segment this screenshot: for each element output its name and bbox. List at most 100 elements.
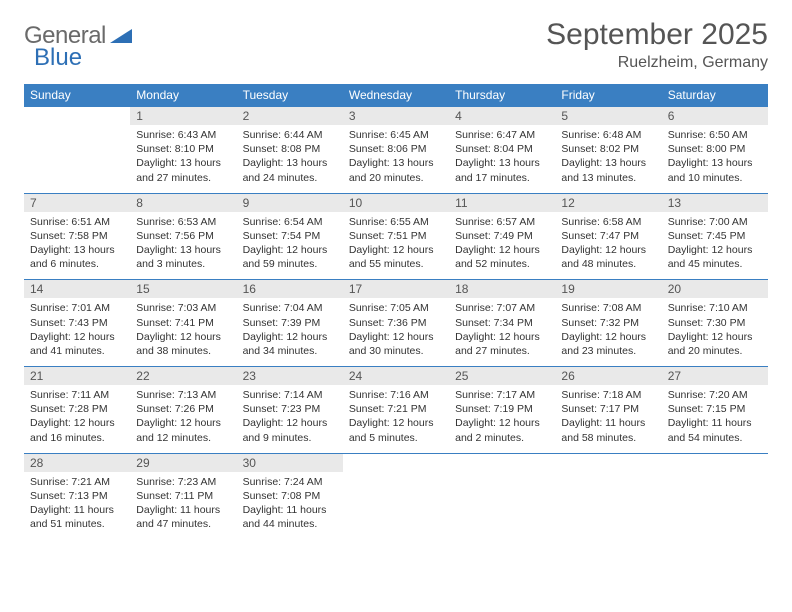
calendar-cell — [24, 107, 130, 194]
calendar-cell: 9Sunrise: 6:54 AMSunset: 7:54 PMDaylight… — [237, 193, 343, 280]
daylight-line-1: Daylight: 12 hours — [455, 330, 549, 344]
day-data: Sunrise: 7:24 AMSunset: 7:08 PMDaylight:… — [237, 472, 343, 540]
day-number: 12 — [555, 194, 661, 212]
sunrise: Sunrise: 7:00 AM — [668, 215, 762, 229]
daylight-line-2: and 59 minutes. — [243, 257, 337, 271]
calendar-cell: 5Sunrise: 6:48 AMSunset: 8:02 PMDaylight… — [555, 107, 661, 194]
daylight-line-1: Daylight: 13 hours — [349, 156, 443, 170]
daylight-line-1: Daylight: 13 hours — [668, 156, 762, 170]
day-number: 23 — [237, 367, 343, 385]
daylight-line-2: and 27 minutes. — [136, 171, 230, 185]
daylight-line-2: and 12 minutes. — [136, 431, 230, 445]
title-block: September 2025 Ruelzheim, Germany — [546, 18, 768, 72]
day-number: 15 — [130, 280, 236, 298]
weekday-header: Monday — [130, 84, 236, 107]
daylight-line-1: Daylight: 13 hours — [136, 156, 230, 170]
calendar-row: 21Sunrise: 7:11 AMSunset: 7:28 PMDayligh… — [24, 367, 768, 454]
daylight-line-1: Daylight: 12 hours — [561, 330, 655, 344]
daylight-line-1: Daylight: 12 hours — [30, 416, 124, 430]
sunrise: Sunrise: 6:48 AM — [561, 128, 655, 142]
sunset: Sunset: 7:49 PM — [455, 229, 549, 243]
day-number: 6 — [662, 107, 768, 125]
daylight-line-1: Daylight: 13 hours — [30, 243, 124, 257]
sunset: Sunset: 7:43 PM — [30, 316, 124, 330]
daylight-line-1: Daylight: 12 hours — [561, 243, 655, 257]
weekday-header-row: SundayMondayTuesdayWednesdayThursdayFrid… — [24, 84, 768, 107]
sunrise: Sunrise: 6:55 AM — [349, 215, 443, 229]
sunrise: Sunrise: 7:18 AM — [561, 388, 655, 402]
daylight-line-2: and 52 minutes. — [455, 257, 549, 271]
daylight-line-1: Daylight: 12 hours — [455, 416, 549, 430]
day-number: 22 — [130, 367, 236, 385]
sunrise: Sunrise: 7:11 AM — [30, 388, 124, 402]
day-data: Sunrise: 7:16 AMSunset: 7:21 PMDaylight:… — [343, 385, 449, 453]
daylight-line-2: and 27 minutes. — [455, 344, 549, 358]
calendar-cell — [449, 453, 555, 539]
daylight-line-2: and 2 minutes. — [455, 431, 549, 445]
sunset: Sunset: 7:56 PM — [136, 229, 230, 243]
daylight-line-2: and 20 minutes. — [668, 344, 762, 358]
day-data: Sunrise: 7:01 AMSunset: 7:43 PMDaylight:… — [24, 298, 130, 366]
sunrise: Sunrise: 6:45 AM — [349, 128, 443, 142]
sunset: Sunset: 7:15 PM — [668, 402, 762, 416]
day-number: 4 — [449, 107, 555, 125]
sunrise: Sunrise: 7:10 AM — [668, 301, 762, 315]
sunset: Sunset: 7:28 PM — [30, 402, 124, 416]
daylight-line-2: and 5 minutes. — [349, 431, 443, 445]
day-number: 24 — [343, 367, 449, 385]
day-number — [555, 454, 661, 472]
sunrise: Sunrise: 6:58 AM — [561, 215, 655, 229]
sunset: Sunset: 7:08 PM — [243, 489, 337, 503]
calendar-table: SundayMondayTuesdayWednesdayThursdayFrid… — [24, 84, 768, 539]
calendar-cell: 26Sunrise: 7:18 AMSunset: 7:17 PMDayligh… — [555, 367, 661, 454]
calendar-cell: 8Sunrise: 6:53 AMSunset: 7:56 PMDaylight… — [130, 193, 236, 280]
calendar-cell — [662, 453, 768, 539]
daylight-line-2: and 48 minutes. — [561, 257, 655, 271]
sunset: Sunset: 7:54 PM — [243, 229, 337, 243]
day-data: Sunrise: 7:20 AMSunset: 7:15 PMDaylight:… — [662, 385, 768, 453]
sunset: Sunset: 7:21 PM — [349, 402, 443, 416]
sunset: Sunset: 7:11 PM — [136, 489, 230, 503]
sunrise: Sunrise: 6:51 AM — [30, 215, 124, 229]
sunset: Sunset: 8:06 PM — [349, 142, 443, 156]
day-number: 3 — [343, 107, 449, 125]
daylight-line-1: Daylight: 12 hours — [243, 416, 337, 430]
day-number: 8 — [130, 194, 236, 212]
title-location: Ruelzheim, Germany — [546, 54, 768, 72]
calendar-cell: 1Sunrise: 6:43 AMSunset: 8:10 PMDaylight… — [130, 107, 236, 194]
calendar-cell: 10Sunrise: 6:55 AMSunset: 7:51 PMDayligh… — [343, 193, 449, 280]
sunrise: Sunrise: 7:07 AM — [455, 301, 549, 315]
calendar-cell: 19Sunrise: 7:08 AMSunset: 7:32 PMDayligh… — [555, 280, 661, 367]
calendar-body: 1Sunrise: 6:43 AMSunset: 8:10 PMDaylight… — [24, 107, 768, 540]
day-number: 27 — [662, 367, 768, 385]
weekday-header: Friday — [555, 84, 661, 107]
calendar-cell: 29Sunrise: 7:23 AMSunset: 7:11 PMDayligh… — [130, 453, 236, 539]
daylight-line-1: Daylight: 12 hours — [349, 330, 443, 344]
sunset: Sunset: 7:45 PM — [668, 229, 762, 243]
weekday-header: Saturday — [662, 84, 768, 107]
daylight-line-2: and 17 minutes. — [455, 171, 549, 185]
daylight-line-1: Daylight: 12 hours — [668, 330, 762, 344]
calendar-cell: 24Sunrise: 7:16 AMSunset: 7:21 PMDayligh… — [343, 367, 449, 454]
calendar-cell: 3Sunrise: 6:45 AMSunset: 8:06 PMDaylight… — [343, 107, 449, 194]
day-number — [662, 454, 768, 472]
sunset: Sunset: 8:08 PM — [243, 142, 337, 156]
day-number: 1 — [130, 107, 236, 125]
daylight-line-1: Daylight: 13 hours — [455, 156, 549, 170]
sunset: Sunset: 8:04 PM — [455, 142, 549, 156]
daylight-line-1: Daylight: 12 hours — [455, 243, 549, 257]
sunrise: Sunrise: 6:57 AM — [455, 215, 549, 229]
calendar-cell: 25Sunrise: 7:17 AMSunset: 7:19 PMDayligh… — [449, 367, 555, 454]
daylight-line-2: and 38 minutes. — [136, 344, 230, 358]
day-number: 17 — [343, 280, 449, 298]
sunrise: Sunrise: 7:17 AM — [455, 388, 549, 402]
sunrise: Sunrise: 6:54 AM — [243, 215, 337, 229]
day-number: 21 — [24, 367, 130, 385]
day-data: Sunrise: 7:21 AMSunset: 7:13 PMDaylight:… — [24, 472, 130, 540]
daylight-line-2: and 34 minutes. — [243, 344, 337, 358]
weekday-header: Thursday — [449, 84, 555, 107]
day-data: Sunrise: 6:51 AMSunset: 7:58 PMDaylight:… — [24, 212, 130, 280]
day-data: Sunrise: 6:45 AMSunset: 8:06 PMDaylight:… — [343, 125, 449, 193]
calendar-cell: 23Sunrise: 7:14 AMSunset: 7:23 PMDayligh… — [237, 367, 343, 454]
day-number: 18 — [449, 280, 555, 298]
